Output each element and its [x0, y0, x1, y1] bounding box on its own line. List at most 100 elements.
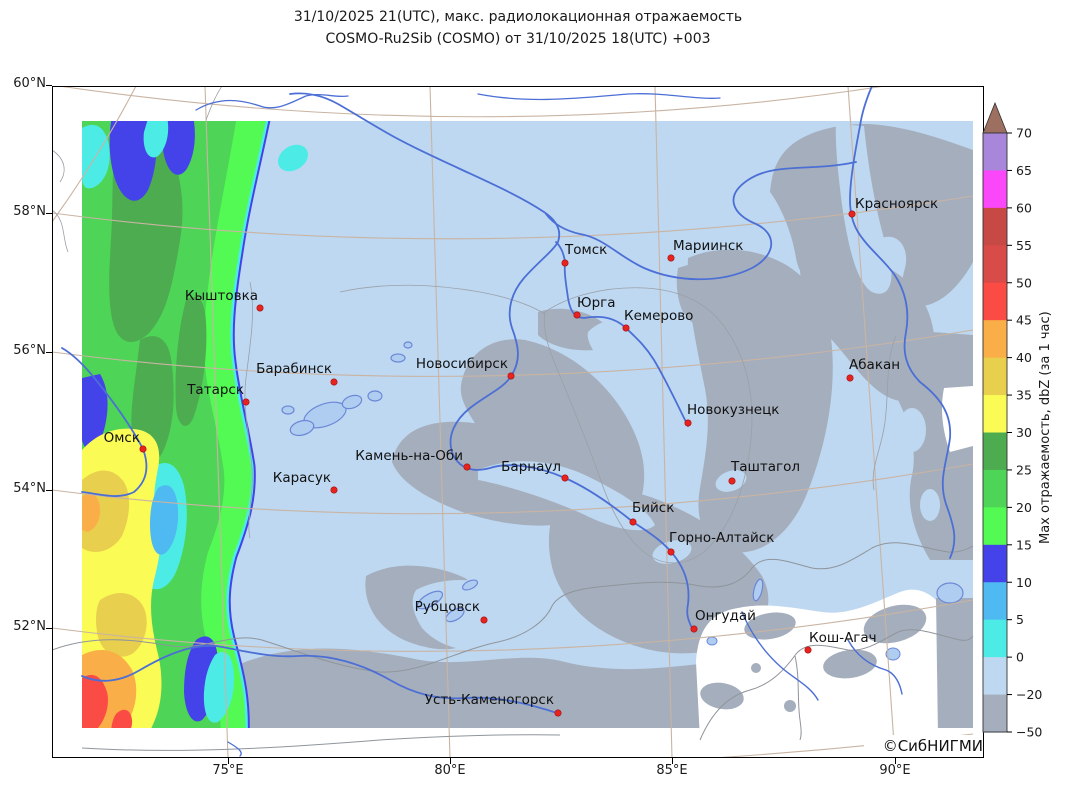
city-label: Рубцовск	[415, 599, 480, 615]
lat-tick-label: 52°N	[13, 619, 46, 634]
city-label: Новосибирск	[416, 356, 508, 372]
city-dot	[561, 259, 569, 267]
colorbar-segment	[983, 170, 1007, 209]
lon-tick-label: 90°E	[879, 763, 911, 778]
no-data-white-region	[696, 386, 973, 728]
city-label: Новокузнецк	[687, 402, 779, 418]
axis-ticks	[46, 85, 896, 764]
colorbar-segment	[983, 207, 1007, 246]
colorbar-segment	[983, 432, 1007, 471]
city-dot	[804, 646, 812, 654]
colorbar-segment	[983, 694, 1007, 733]
colorbar-segment	[983, 357, 1007, 396]
city-dot	[684, 419, 692, 427]
lat-tick-label: 56°N	[13, 343, 46, 358]
colorbar-segment	[983, 469, 1007, 508]
city-label: Омск	[104, 430, 140, 446]
colorbar-segment	[983, 582, 1007, 621]
colorbar-tick-label: 40	[1016, 350, 1032, 365]
city-dot	[480, 616, 488, 624]
lat-tick-label: 54°N	[13, 481, 46, 496]
colorbar-tick-label: −50	[1016, 725, 1042, 740]
graticule	[52, 86, 974, 758]
city-label: Камень-на-Оби	[355, 448, 463, 464]
lat-tick-label: 60°N	[13, 76, 46, 91]
city-label: Кыштовка	[185, 288, 258, 304]
colorbar-segment	[983, 544, 1007, 583]
city-label: Юрга	[577, 295, 616, 311]
city-dot	[846, 374, 854, 382]
city-dot	[848, 210, 856, 218]
lat-tick-label: 58°N	[13, 204, 46, 219]
city-label: Онгудай	[695, 608, 756, 624]
colorbar-tick-label: 10	[1016, 575, 1032, 590]
colorbar-segment	[983, 657, 1007, 696]
city-dot	[256, 304, 264, 312]
lakes	[281, 341, 964, 623]
city-dot	[728, 477, 736, 485]
precipitation-band	[82, 121, 308, 728]
colorbar-tick-label: 60	[1016, 200, 1032, 215]
city-label: Барабинск	[256, 361, 332, 377]
colorbar-tick-label: 30	[1016, 425, 1032, 440]
colorbar-segment	[983, 320, 1007, 359]
colorbar-tick-label: 5	[1016, 612, 1024, 627]
lon-tick-label: 75°E	[212, 763, 244, 778]
city-dot	[242, 398, 250, 406]
city-dot	[507, 372, 515, 380]
city-dot	[561, 474, 569, 482]
city-dot	[139, 445, 147, 453]
colorbar-tick-label: 35	[1016, 388, 1032, 403]
colorbar-tick-label: 55	[1016, 238, 1032, 253]
city-dot	[667, 548, 675, 556]
city-label: Мариинск	[673, 238, 743, 254]
lon-tick-label: 85°E	[656, 763, 688, 778]
city-dot	[330, 486, 338, 494]
colorbar-segment	[983, 245, 1007, 284]
city-label: Горно-Алтайск	[669, 530, 774, 546]
colorbar-tick-label: 50	[1016, 275, 1032, 290]
colorbar-segment	[983, 282, 1007, 321]
city-label: Барнаул	[501, 459, 561, 475]
city-label: Усть-Каменогорск	[425, 692, 554, 708]
rivers	[61, 86, 956, 757]
colorbar-tick-label: 15	[1016, 537, 1032, 552]
city-dot	[330, 378, 338, 386]
map-title-line1: 31/10/2025 21(UTC), макс. радиолокационн…	[293, 9, 743, 25]
colorbar-tick-label: 70	[1016, 126, 1032, 141]
colorbar-tick-label: −20	[1016, 687, 1042, 702]
colorbar-overflow-arrow	[982, 101, 1008, 134]
city-dot	[554, 709, 562, 717]
city-dot	[622, 324, 630, 332]
city-dot	[629, 518, 637, 526]
city-dot	[573, 311, 581, 319]
colorbar-axis-label: Max отражаемость, dbZ (за 1 час)	[1038, 311, 1053, 545]
map-art	[52, 86, 974, 758]
city-label: Бийск	[632, 500, 674, 516]
colorbar-segment	[983, 507, 1007, 546]
city-label: Татарск	[186, 382, 244, 398]
city-label: Красноярск	[855, 196, 938, 212]
city-label: Карасук	[273, 470, 331, 486]
city-dot	[667, 254, 675, 262]
city-label: Томск	[564, 242, 607, 258]
city-markers-layer: Красноярск Томск Мариинск Юрга Кемерово Кышто…	[104, 196, 938, 717]
colorbar-tick-label: 20	[1016, 500, 1032, 515]
city-label: Абакан	[849, 357, 900, 373]
colorbar-segment	[983, 133, 1007, 172]
city-label: Кош-Агач	[809, 630, 877, 646]
city-dot	[463, 463, 471, 471]
borders	[52, 542, 974, 751]
colorbar-tick-label: 0	[1016, 650, 1024, 665]
colorbar-tick-label: 25	[1016, 462, 1032, 477]
lon-tick-label: 80°E	[434, 763, 466, 778]
city-label: Кемерово	[624, 308, 693, 324]
colorbar-segment	[983, 619, 1007, 658]
colorbar-tick-label: 65	[1016, 163, 1032, 178]
region-borders	[52, 86, 897, 564]
colorbar-tick-label: 45	[1016, 313, 1032, 328]
map-title-line2: COSMO-Ru2Sib (COSMO) от 31/10/2025 18(UT…	[325, 31, 711, 47]
